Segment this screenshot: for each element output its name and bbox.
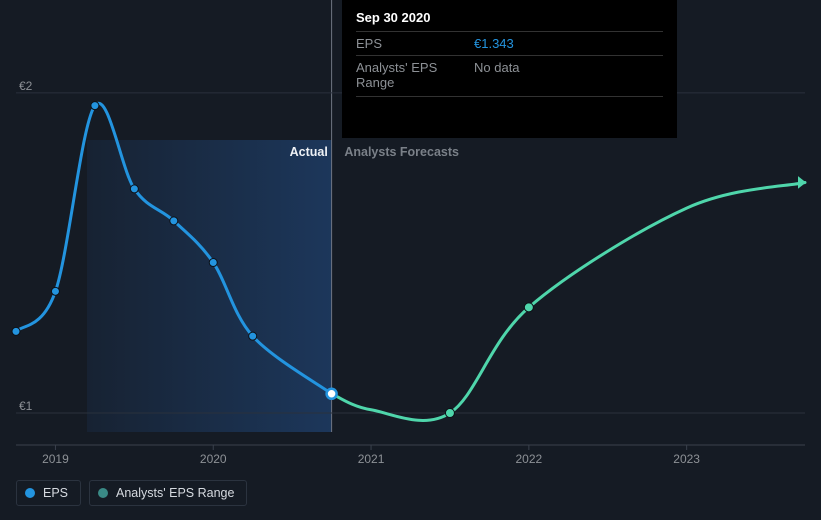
legend-label: EPS (43, 486, 68, 500)
legend-label: Analysts' EPS Range (116, 486, 234, 500)
x-axis-tick: 2021 (358, 452, 385, 466)
legend-swatch (98, 488, 108, 498)
legend-item-eps[interactable]: EPS (16, 480, 81, 506)
tooltip-row-eps: EPS €1.343 (356, 31, 663, 55)
legend-item-range[interactable]: Analysts' EPS Range (89, 480, 247, 506)
x-axis-tick: 2023 (673, 452, 700, 466)
tooltip-label: Analysts' EPS Range (356, 60, 474, 90)
legend-swatch (25, 488, 35, 498)
actual-label: Actual (290, 145, 328, 159)
y-axis-tick: €1 (19, 399, 32, 413)
eps-chart: Sep 30 2020 EPS €1.343 Analysts' EPS Ran… (0, 0, 821, 520)
tooltip-label: EPS (356, 36, 474, 51)
tooltip-spacer (356, 96, 663, 124)
x-axis-tick: 2022 (515, 452, 542, 466)
x-axis-tick: 2020 (200, 452, 227, 466)
y-axis-tick: €2 (19, 79, 32, 93)
chart-tooltip: Sep 30 2020 EPS €1.343 Analysts' EPS Ran… (342, 0, 677, 138)
tooltip-date: Sep 30 2020 (356, 10, 663, 31)
tooltip-value: €1.343 (474, 36, 514, 51)
x-axis-tick: 2019 (42, 452, 69, 466)
tooltip-row-range: Analysts' EPS Range No data (356, 55, 663, 94)
chart-legend: EPS Analysts' EPS Range (16, 480, 247, 506)
forecast-label: Analysts Forecasts (344, 145, 459, 159)
tooltip-value: No data (474, 60, 520, 90)
